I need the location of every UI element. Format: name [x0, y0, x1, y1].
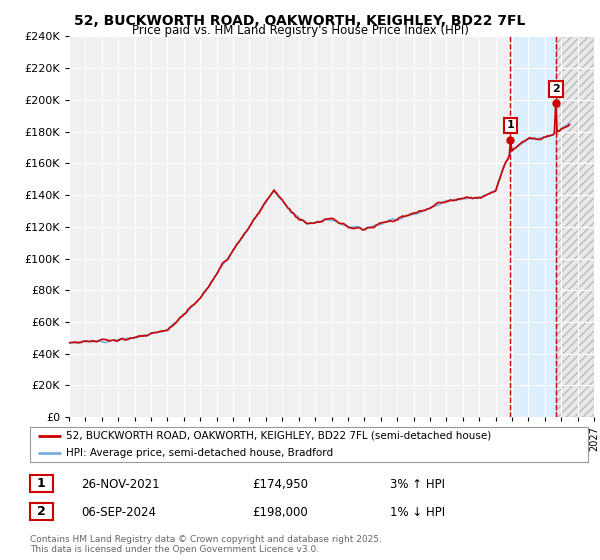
Text: 26-NOV-2021: 26-NOV-2021 — [81, 478, 160, 491]
Text: 1: 1 — [506, 120, 514, 130]
Bar — [556, 36, 594, 417]
Text: 52, BUCKWORTH ROAD, OAKWORTH, KEIGHLEY, BD22 7FL: 52, BUCKWORTH ROAD, OAKWORTH, KEIGHLEY, … — [74, 14, 526, 28]
Bar — [556, 36, 594, 417]
Text: HPI: Average price, semi-detached house, Bradford: HPI: Average price, semi-detached house,… — [66, 449, 334, 458]
Text: 52, BUCKWORTH ROAD, OAKWORTH, KEIGHLEY, BD22 7FL (semi-detached house): 52, BUCKWORTH ROAD, OAKWORTH, KEIGHLEY, … — [66, 431, 491, 441]
Text: 1% ↓ HPI: 1% ↓ HPI — [390, 506, 445, 519]
Text: Contains HM Land Registry data © Crown copyright and database right 2025.
This d: Contains HM Land Registry data © Crown c… — [30, 535, 382, 554]
Text: 2: 2 — [552, 84, 560, 94]
Text: 06-SEP-2024: 06-SEP-2024 — [81, 506, 156, 519]
Bar — [511, 36, 556, 417]
Text: 1: 1 — [37, 477, 46, 490]
Text: £198,000: £198,000 — [252, 506, 308, 519]
Text: 3% ↑ HPI: 3% ↑ HPI — [390, 478, 445, 491]
Text: Price paid vs. HM Land Registry's House Price Index (HPI): Price paid vs. HM Land Registry's House … — [131, 24, 469, 36]
Text: 2: 2 — [37, 505, 46, 518]
Text: £174,950: £174,950 — [252, 478, 308, 491]
